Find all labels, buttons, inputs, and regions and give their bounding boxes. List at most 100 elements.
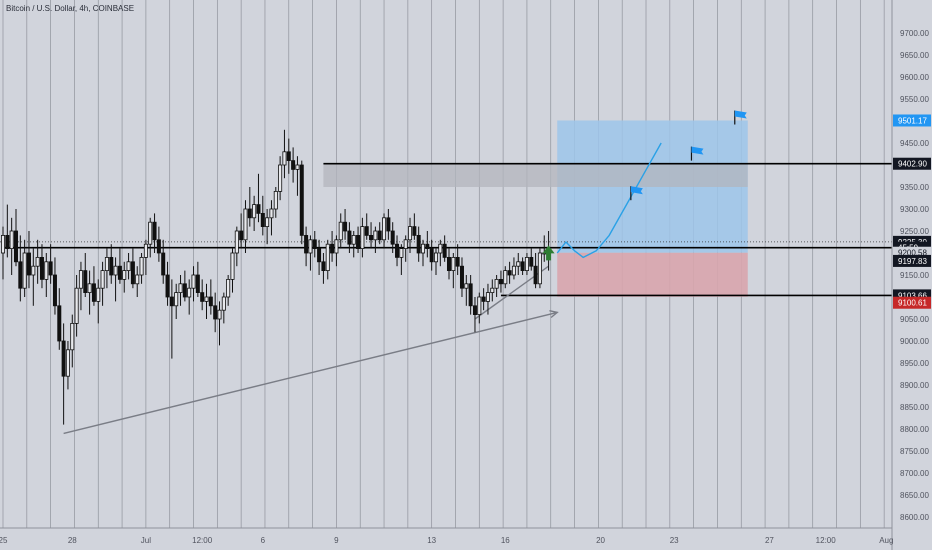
candle [511, 257, 516, 280]
candle [256, 173, 261, 223]
candle [364, 213, 369, 240]
candle [31, 248, 36, 306]
candle [234, 226, 239, 267]
trendline-arrowhead [549, 310, 559, 319]
candle-body [74, 287, 79, 324]
candle [221, 292, 226, 324]
candle-body [520, 261, 525, 271]
candle-body [325, 243, 330, 271]
y-tick-label: 9050.00 [900, 315, 929, 324]
candle-body [533, 265, 538, 285]
candle-body [87, 283, 92, 293]
candle-body [451, 256, 456, 271]
y-tick-label: 9700.00 [900, 29, 929, 38]
price-label-text: 9100.61 [898, 299, 927, 308]
candle-body [347, 230, 352, 245]
up-arrow-icon [542, 245, 555, 261]
candle-body [200, 292, 205, 302]
candle-body [321, 261, 326, 271]
candle [455, 244, 460, 275]
candle [520, 257, 525, 275]
candle [91, 266, 96, 306]
candle [291, 147, 296, 183]
candle-body [395, 243, 400, 258]
y-tick-label: 9250.00 [900, 227, 929, 236]
candle [187, 279, 192, 315]
candle-body [390, 230, 395, 245]
y-tick-label: 9650.00 [900, 51, 929, 60]
candle-body [503, 270, 508, 285]
y-tick-label: 9000.00 [900, 337, 929, 346]
candle [304, 226, 309, 267]
y-tick-label: 9300.00 [900, 205, 929, 214]
candle [5, 204, 10, 258]
candle [217, 301, 222, 346]
x-tick-label: 12:00 [192, 536, 213, 545]
candle [408, 217, 413, 253]
candle [191, 266, 196, 302]
candle [464, 275, 469, 306]
y-tick-label: 8800.00 [900, 425, 929, 434]
candle-body [472, 305, 477, 315]
candle [390, 222, 395, 253]
x-tick-label: 13 [427, 536, 436, 545]
candle [369, 222, 374, 249]
candle-body [524, 256, 529, 271]
candle [516, 253, 521, 275]
candle [321, 253, 326, 284]
candle [338, 213, 343, 249]
candle-body [22, 252, 27, 289]
y-tick-label: 9550.00 [900, 95, 929, 104]
candle-body [529, 256, 534, 267]
price-label: 9197.83 [893, 254, 931, 267]
candle-body [61, 340, 66, 377]
candle [481, 288, 486, 311]
candle [533, 253, 538, 289]
candle [0, 226, 6, 280]
candle-body [286, 151, 291, 162]
candle-body [230, 252, 235, 280]
candle-body [382, 217, 387, 241]
candle [399, 244, 404, 275]
candle-body [117, 265, 122, 280]
candle-body [152, 221, 157, 241]
candle [260, 195, 265, 236]
candle [524, 253, 529, 275]
x-tick-label: 12:00 [816, 536, 837, 545]
candle-body [442, 243, 447, 258]
candle [239, 213, 244, 249]
projection-path [556, 142, 662, 259]
candle-body [360, 226, 365, 250]
candle [74, 275, 79, 337]
candle-body [65, 349, 70, 377]
candle [351, 231, 356, 258]
candle [117, 248, 122, 284]
candle [126, 253, 131, 280]
candle-body [485, 292, 490, 302]
candle [100, 261, 105, 306]
candle [130, 248, 135, 289]
candle-body [35, 256, 40, 267]
candle-body [52, 274, 57, 307]
candle-body [57, 305, 62, 342]
candle [265, 209, 270, 245]
candle [78, 261, 83, 311]
candle-body [39, 256, 44, 280]
candle [395, 235, 400, 267]
candle-body [135, 274, 140, 285]
candle [472, 297, 477, 333]
candle-body [295, 164, 300, 170]
candle-body [304, 234, 309, 254]
candle [386, 209, 391, 240]
y-tick-label: 8750.00 [900, 447, 929, 456]
candle [165, 261, 170, 306]
candle [317, 239, 322, 275]
candle-body [96, 287, 101, 302]
candle [490, 279, 495, 302]
candle [174, 283, 179, 319]
candle-body [13, 230, 18, 263]
candle [96, 279, 101, 324]
candle-body [498, 278, 503, 285]
candle [269, 200, 274, 236]
